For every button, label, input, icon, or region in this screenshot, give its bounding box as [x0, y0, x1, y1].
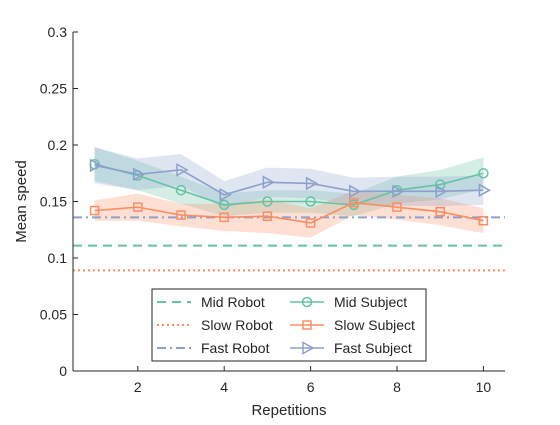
mid-subject-point [305, 196, 316, 207]
mid-subject-point [262, 196, 273, 207]
mid-subject-point [478, 168, 489, 179]
mid-subject-line [94, 163, 484, 206]
fast-subject-point [305, 176, 319, 191]
legend-item-mid-subject: Mid Subject [290, 294, 407, 310]
fast-subject-band [94, 147, 484, 209]
slow-subject-point [89, 205, 100, 216]
mid-subject-point [434, 179, 446, 190]
axes: 0 0.05 0.1 0.15 0.2 0.25 0.3 2 4 6 8 10 [40, 24, 505, 395]
legend-box [151, 288, 427, 362]
y-axis-label: Mean speed [13, 160, 30, 243]
legend-label: Fast Subject [334, 340, 412, 356]
legend-item-slow-subject: Slow Subject [290, 317, 415, 333]
legend-item-slow-robot: Slow Robot [157, 317, 273, 333]
reference-lines [73, 216, 505, 272]
x-tick-label: 2 [134, 379, 142, 395]
legend-label: Mid Subject [334, 294, 407, 310]
legend-marker [302, 320, 312, 330]
y-tick-label: 0.05 [40, 307, 67, 323]
slow-subject-point [392, 202, 402, 212]
mid-subject-point [218, 199, 230, 211]
y-tick-label: 0.1 [48, 250, 68, 266]
slow-subject-point [478, 215, 489, 226]
legend-marker [302, 341, 315, 355]
fast-subject-point [219, 187, 232, 202]
legend-marker [301, 296, 313, 308]
slow-subject-point [176, 210, 186, 220]
legend: Mid Robot Mid Subject Slow Robot Slow Subje… [151, 288, 427, 362]
legend-item-mid-robot: Mid Robot [157, 294, 265, 310]
fast-subject-point [89, 158, 103, 173]
fast-subject-point [435, 184, 448, 199]
y-tick-label: 0.2 [48, 137, 68, 153]
slow-subject-point [262, 211, 273, 221]
series-lines [89, 158, 491, 228]
y-tick-label: 0.25 [40, 81, 67, 97]
slow-subject-point [305, 218, 316, 228]
legend-item-fast-subject: Fast Subject [290, 340, 412, 356]
legend-label: Mid Robot [201, 294, 265, 310]
x-tick-label: 10 [476, 379, 492, 395]
confidence-bands [94, 147, 484, 238]
mid-subject-point [175, 184, 187, 196]
legend-label: Fast Robot [201, 340, 270, 356]
legend-item-fast-robot: Fast Robot [157, 340, 270, 356]
slow-subject-band [94, 190, 484, 238]
fast-subject-point [133, 167, 146, 182]
x-axis-label: Repetitions [251, 402, 326, 419]
y-tick-label: 0.3 [48, 24, 68, 40]
legend-label: Slow Robot [201, 317, 273, 333]
y-tick-label: 0 [59, 363, 67, 379]
fast-subject-point [176, 163, 189, 177]
fast-subject-point [392, 184, 405, 199]
slow-subject-point [349, 197, 359, 208]
fast-subject-line [94, 164, 484, 196]
fast-subject-point [262, 175, 275, 190]
fast-subject-point [478, 183, 491, 197]
slow-subject-point [219, 212, 229, 223]
slow-subject-point [435, 206, 445, 217]
fast-subject-point [349, 184, 362, 199]
slow-subject-line [94, 201, 484, 224]
slow-subject-point [133, 202, 143, 212]
mid-subject-band [94, 147, 484, 217]
x-tick-label: 8 [393, 379, 401, 395]
legend-label: Slow Subject [334, 317, 415, 333]
x-tick-label: 6 [307, 379, 315, 395]
y-tick-label: 0.15 [40, 194, 67, 210]
x-tick-label: 4 [220, 379, 228, 395]
